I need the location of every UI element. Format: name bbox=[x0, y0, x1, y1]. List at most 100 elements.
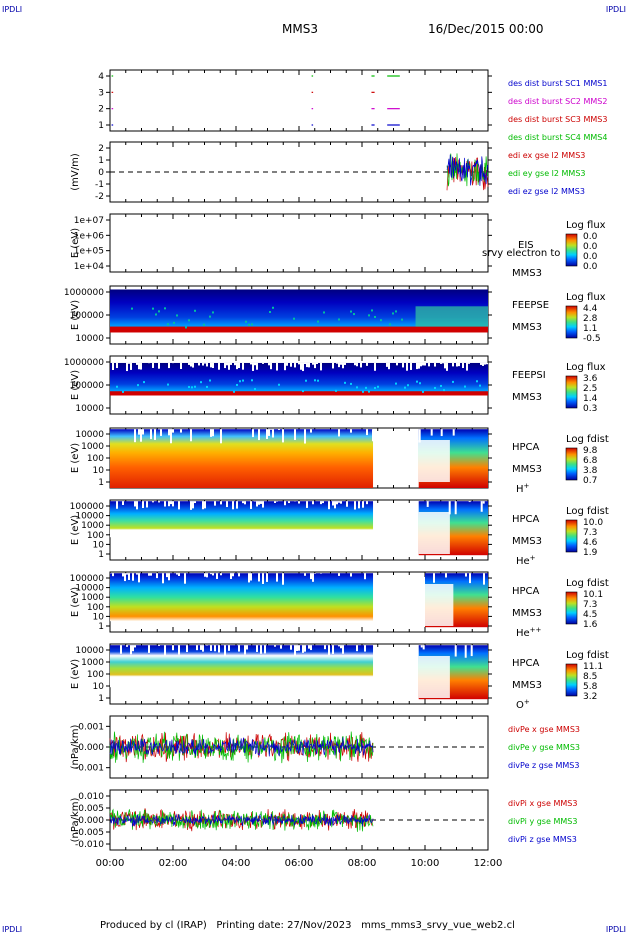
data-gap bbox=[344, 362, 346, 365]
speckle bbox=[464, 385, 466, 388]
y-tick-label: 1000 bbox=[81, 521, 104, 531]
data-gap bbox=[168, 362, 170, 369]
y-tick-label: 2 bbox=[98, 105, 104, 115]
data-gap bbox=[420, 362, 422, 367]
data-gap bbox=[134, 501, 136, 507]
data-gap bbox=[258, 501, 260, 505]
data-gap bbox=[220, 573, 222, 576]
y-tick-label: 10 bbox=[93, 466, 105, 476]
data-gap bbox=[356, 645, 358, 652]
data-gap bbox=[458, 362, 460, 367]
data-gap bbox=[338, 573, 340, 576]
colorbar-tick-label: 8.5 bbox=[583, 672, 597, 682]
colorbar-tick-label: 0.0 bbox=[583, 232, 598, 242]
data-gap bbox=[342, 645, 344, 654]
data-gap bbox=[306, 501, 308, 508]
data-gap bbox=[116, 362, 118, 369]
data-gap bbox=[122, 501, 124, 505]
y-tick-label: 2 bbox=[98, 144, 104, 154]
data-gap bbox=[470, 645, 473, 657]
footer-produced-by: Produced by cl (IRAP) bbox=[100, 920, 207, 931]
data-gap bbox=[312, 501, 314, 505]
colorbar-tick-label: 0.0 bbox=[583, 242, 598, 252]
data-gap bbox=[388, 362, 390, 370]
data-gap bbox=[224, 645, 226, 656]
speckle bbox=[191, 386, 193, 389]
data-gap bbox=[148, 573, 150, 576]
data-gap bbox=[220, 429, 222, 444]
y-tick-label: 100000 bbox=[70, 311, 105, 321]
data-gap bbox=[469, 573, 471, 584]
data-gap bbox=[362, 501, 364, 508]
y-tick-label: 10000 bbox=[75, 334, 104, 344]
y-tick-label: 10000 bbox=[75, 584, 104, 594]
data-gap bbox=[336, 362, 338, 364]
data-gap bbox=[214, 645, 216, 652]
data-gap bbox=[258, 573, 260, 582]
legend-entry: divPi y gse MMS3 bbox=[508, 817, 577, 826]
data-gap bbox=[138, 429, 140, 435]
speckle bbox=[377, 385, 379, 388]
speckle bbox=[293, 317, 295, 320]
y-tick-label: 1000000 bbox=[64, 288, 104, 298]
data-gap bbox=[484, 362, 486, 365]
data-gap bbox=[178, 573, 180, 576]
data-gap bbox=[310, 429, 312, 433]
y-tick-label: 1 bbox=[98, 478, 104, 488]
y-tick-label: 1e+07 bbox=[74, 216, 104, 226]
colorbar bbox=[565, 375, 578, 409]
data-gap bbox=[304, 573, 306, 576]
y-tick-label: 0.000 bbox=[78, 816, 104, 826]
data-gap bbox=[422, 362, 424, 366]
data-gap bbox=[425, 584, 454, 626]
data-gap bbox=[228, 645, 230, 651]
data-gap bbox=[172, 501, 174, 507]
data-gap bbox=[210, 573, 212, 575]
data-gap bbox=[192, 501, 194, 509]
speckle bbox=[368, 390, 370, 393]
colorbar-title: Log fdist bbox=[566, 650, 609, 661]
data-gap bbox=[302, 645, 304, 653]
data-gap bbox=[334, 501, 336, 509]
data-gap bbox=[346, 501, 348, 507]
heatmap-block bbox=[110, 429, 374, 488]
speckle bbox=[251, 323, 253, 326]
data-gap bbox=[338, 645, 340, 647]
data-gap bbox=[250, 362, 252, 365]
data-gap bbox=[465, 573, 467, 577]
mission-label: MMS3 bbox=[512, 392, 542, 403]
data-gap bbox=[190, 501, 192, 510]
data-gap bbox=[420, 645, 423, 648]
data-gap bbox=[164, 645, 166, 656]
colorbar bbox=[565, 447, 578, 481]
data-gap bbox=[312, 362, 314, 365]
speckle bbox=[404, 386, 406, 389]
speckle bbox=[416, 380, 418, 383]
speckle bbox=[194, 309, 196, 312]
instrument-label: FEEPSI bbox=[512, 370, 546, 381]
data-gap bbox=[210, 645, 212, 651]
speckle bbox=[317, 379, 319, 382]
data-gap bbox=[130, 645, 132, 655]
data-gap bbox=[290, 645, 292, 650]
data-gap bbox=[424, 362, 426, 366]
data-gap bbox=[310, 645, 312, 651]
data-gap bbox=[190, 429, 192, 442]
data-gap bbox=[304, 429, 306, 444]
data-gap bbox=[254, 362, 256, 366]
data-gap bbox=[210, 429, 212, 437]
speckle bbox=[323, 311, 325, 314]
colorbar-tick-label: 0.0 bbox=[583, 252, 598, 262]
data-gap bbox=[230, 362, 232, 365]
speckle bbox=[305, 379, 307, 382]
data-gap bbox=[154, 429, 156, 440]
x-tick-label: 08:00 bbox=[348, 858, 377, 869]
speckle bbox=[395, 310, 397, 313]
data-gap bbox=[120, 645, 122, 654]
legend-entry: des dist burst SC1 MMS1 bbox=[508, 79, 607, 88]
data-gap bbox=[278, 429, 280, 431]
speckle bbox=[374, 387, 376, 390]
speckle bbox=[131, 307, 133, 310]
legend-entry: des dist burst SC3 MMS3 bbox=[508, 115, 607, 124]
y-tick-label: 1000 bbox=[81, 593, 104, 603]
